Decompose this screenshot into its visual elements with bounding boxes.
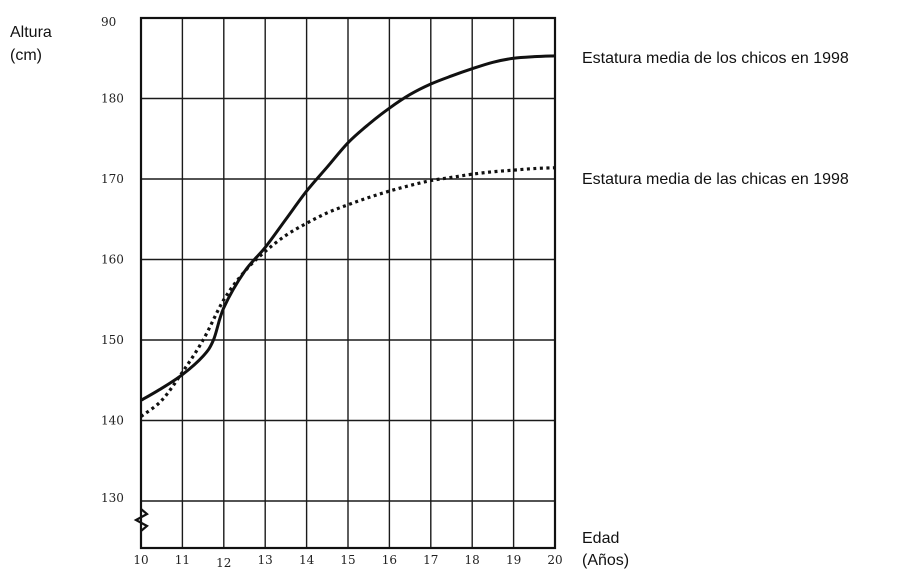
legend-boys: Estatura media de los chicos en 1998 <box>582 50 849 67</box>
legend-girls: Estatura media de las chicas en 1998 <box>582 171 849 188</box>
plot-frame <box>139 16 557 550</box>
series-line-girls <box>140 166 556 418</box>
x-tick-label: 15 <box>340 553 355 567</box>
x-tick-label: 14 <box>299 553 315 567</box>
y-axis-label-line-1: Altura <box>10 24 52 41</box>
x-tick-label: 19 <box>506 553 521 567</box>
y-tick-label: 170 <box>101 172 124 186</box>
x-tick-label: 13 <box>258 553 273 567</box>
x-tick-label: 10 <box>133 553 148 567</box>
y-tick-label: 140 <box>101 414 124 428</box>
series-layer <box>140 54 556 418</box>
axis-break-zigzag <box>133 508 149 532</box>
x-tick-label: 16 <box>382 553 397 567</box>
x-tick-labels: 10 11 12 13 14 15 16 17 18 19 20 <box>133 553 562 570</box>
x-tick-label: 17 <box>423 553 438 567</box>
x-tick-label: 12 <box>216 556 231 570</box>
y-tick-label: 130 <box>101 491 124 505</box>
axis-break <box>133 508 149 532</box>
y-tick-label: 180 <box>101 92 124 106</box>
x-axis-label-line-1: Edad <box>582 530 619 547</box>
y-tick-label: 90 <box>101 15 116 29</box>
x-tick-label: 20 <box>547 553 562 567</box>
x-tick-label: 18 <box>465 553 480 567</box>
y-tick-label: 150 <box>101 333 124 347</box>
series-line-boys <box>140 54 556 402</box>
y-tick-labels: 90 180 170 160 150 140 130 <box>101 15 124 505</box>
y-axis-label-line-2: (cm) <box>10 47 42 64</box>
x-tick-label: 11 <box>175 553 190 567</box>
x-axis-label-line-2: (Años) <box>582 552 629 569</box>
grid <box>141 18 555 548</box>
y-tick-label: 160 <box>101 253 124 267</box>
